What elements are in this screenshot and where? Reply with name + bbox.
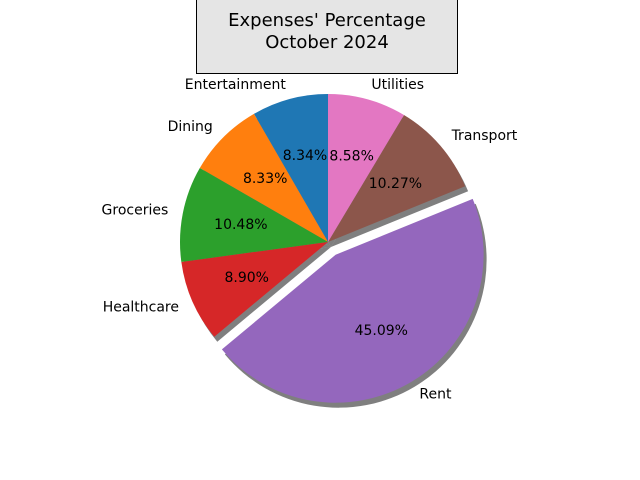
slice-label-dining: Dining bbox=[168, 119, 213, 135]
pct-label-transport: 10.27% bbox=[369, 176, 422, 192]
pct-label-entertainment: 8.34% bbox=[283, 148, 327, 164]
chart-title-line-1: Expenses' Percentage bbox=[228, 10, 426, 31]
slice-dining bbox=[199, 113, 328, 242]
pct-label-dining: 8.33% bbox=[243, 171, 287, 187]
slice-transport bbox=[328, 114, 466, 242]
slice-label-rent: Rent bbox=[419, 386, 452, 402]
slice-label-healthcare: Healthcare bbox=[103, 300, 179, 316]
pct-label-rent: 45.09% bbox=[355, 323, 408, 339]
slice-rent bbox=[221, 198, 484, 403]
pct-label-utilities: 8.58% bbox=[329, 148, 373, 164]
pct-label-groceries: 10.48% bbox=[214, 217, 267, 233]
slice-label-groceries: Groceries bbox=[102, 203, 169, 219]
slice-utilities bbox=[328, 94, 404, 242]
slice-label-entertainment: Entertainment bbox=[185, 77, 287, 93]
slice-label-utilities: Utilities bbox=[371, 77, 424, 93]
slice-entertainment bbox=[253, 94, 328, 242]
chart-title-line-2: October 2024 bbox=[265, 32, 389, 53]
pct-label-healthcare: 8.90% bbox=[224, 270, 268, 286]
slice-groceries bbox=[180, 168, 328, 262]
chart-title: Expenses' Percentage October 2024 bbox=[196, 0, 458, 74]
slice-label-transport: Transport bbox=[451, 128, 518, 144]
slice-healthcare bbox=[181, 242, 328, 337]
